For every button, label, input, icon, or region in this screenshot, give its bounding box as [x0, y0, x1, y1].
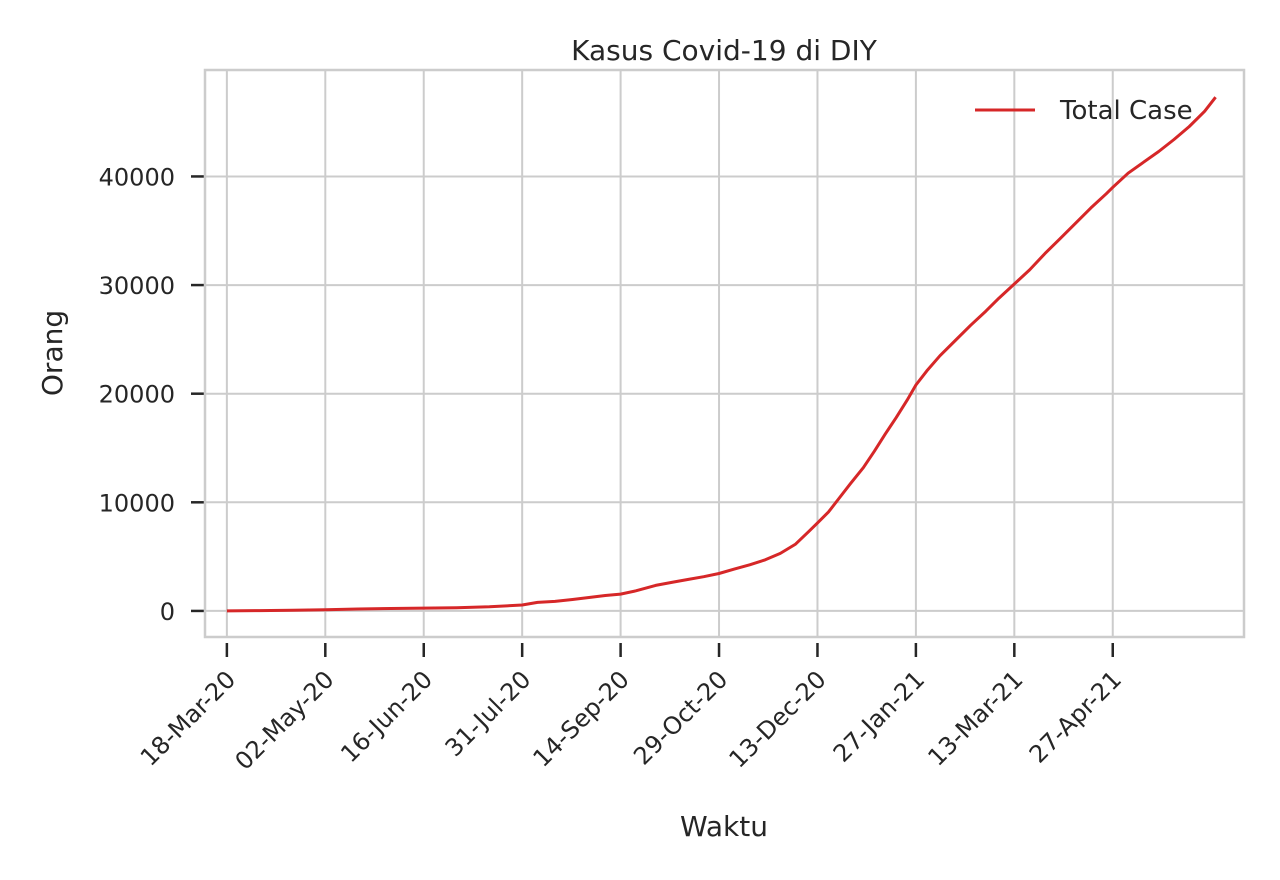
- y-axis-label: Orang: [36, 310, 69, 396]
- series-line-total-case: [226, 96, 1217, 613]
- x-tick-label: 31-Jul-20: [440, 665, 537, 762]
- x-tick-label: 27-Jan-21: [828, 665, 930, 767]
- grid: [205, 70, 1244, 637]
- x-tick-label: 16-Jun-20: [335, 665, 438, 768]
- y-tick-label: 40000: [99, 163, 175, 191]
- legend-label-total-case: Total Case: [1059, 96, 1193, 126]
- y-tick-label: 30000: [99, 272, 175, 300]
- y-tick-label: 10000: [99, 489, 175, 517]
- y-tick-label: 0: [160, 598, 175, 626]
- x-tick-label: 27-Apr-21: [1024, 665, 1127, 768]
- x-tick-label: 13-Mar-21: [922, 665, 1028, 771]
- chart-title: Kasus Covid-19 di DIY: [571, 34, 878, 67]
- x-tick-label: 14-Sep-20: [528, 665, 635, 772]
- x-tick-label: 18-Mar-20: [135, 665, 241, 771]
- series-layer: [226, 96, 1217, 613]
- x-axis-label: Waktu: [680, 810, 768, 843]
- plot-frame: [203, 68, 1246, 639]
- x-tick-label: 02-May-20: [230, 665, 340, 775]
- y-tick-label: 20000: [99, 381, 175, 409]
- legend: Total Case: [975, 96, 1193, 126]
- axis-ticks: 01000020000300004000018-Mar-2002-May-201…: [99, 163, 1127, 775]
- x-tick-label: 29-Oct-20: [628, 665, 733, 770]
- x-tick-label: 13-Dec-20: [724, 665, 832, 773]
